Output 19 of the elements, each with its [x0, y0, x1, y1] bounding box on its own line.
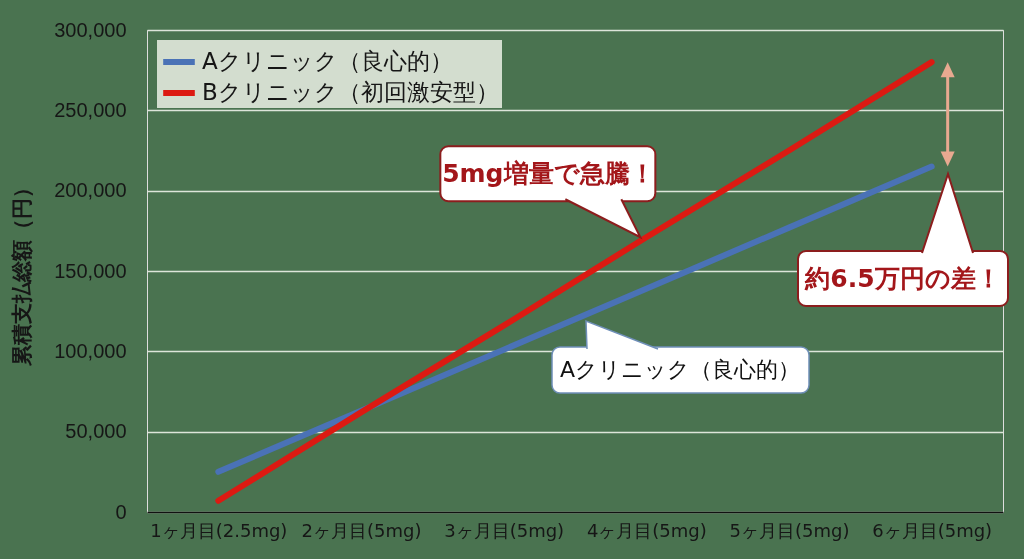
- x-tick-label: 6ヶ月目(5mg): [872, 519, 993, 541]
- y-tick-label: 100,000: [54, 339, 127, 362]
- y-tick-label: 250,000: [54, 98, 127, 121]
- annotation: Aクリニック（良心的）: [560, 357, 801, 382]
- y-axis-title: 累積支払総額（円）: [9, 177, 34, 367]
- x-tick-label: 3ヶ月目(5mg): [444, 519, 565, 541]
- y-tick-label: 200,000: [54, 179, 127, 202]
- annotation: 約6.5万円の差！: [804, 263, 1001, 293]
- x-tick-label: 4ヶ月目(5mg): [586, 519, 707, 541]
- legend-label: Bクリニック（初回激安型）: [202, 79, 499, 105]
- y-tick-label: 300,000: [54, 18, 127, 41]
- x-tick-label: 2ヶ月目(5mg): [301, 519, 422, 541]
- y-tick-label: 150,000: [54, 259, 127, 282]
- y-tick-label: 50,000: [65, 420, 127, 443]
- y-tick-label: 0: [115, 500, 127, 523]
- annotation: 5mg増量で急騰！: [442, 158, 655, 188]
- x-tick-label: 5ヶ月目(5mg): [729, 519, 850, 541]
- legend-label: Aクリニック（良心的）: [202, 48, 453, 74]
- x-tick-label: 1ヶ月目(2.5mg): [150, 519, 288, 541]
